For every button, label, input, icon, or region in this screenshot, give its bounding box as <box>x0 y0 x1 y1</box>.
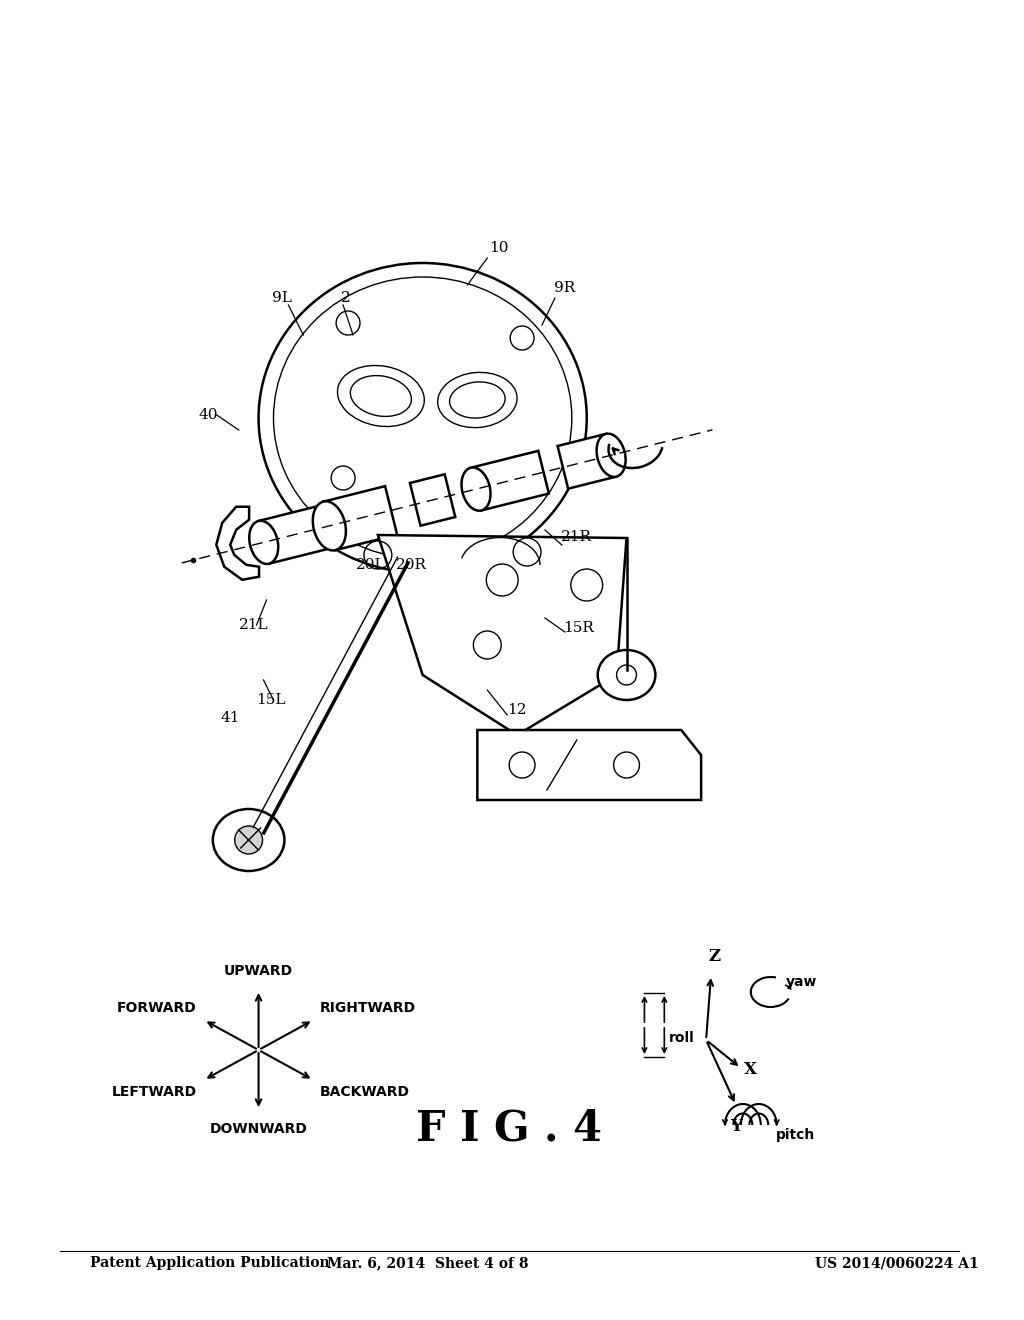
Text: 9L: 9L <box>272 290 293 305</box>
Text: FORWARD: FORWARD <box>117 1001 197 1015</box>
Ellipse shape <box>598 649 655 700</box>
Circle shape <box>234 826 262 854</box>
Text: US 2014/0060224 A1: US 2014/0060224 A1 <box>815 1257 979 1270</box>
Polygon shape <box>471 451 549 511</box>
Text: 9R: 9R <box>554 281 575 294</box>
Ellipse shape <box>338 366 424 426</box>
Text: Mar. 6, 2014  Sheet 4 of 8: Mar. 6, 2014 Sheet 4 of 8 <box>327 1257 528 1270</box>
Text: roll: roll <box>669 1031 694 1045</box>
Text: DOWNWARD: DOWNWARD <box>210 1122 307 1137</box>
Ellipse shape <box>462 467 490 511</box>
Text: 2: 2 <box>341 290 351 305</box>
Polygon shape <box>477 730 701 800</box>
Text: RIGHTWARD: RIGHTWARD <box>321 1001 417 1015</box>
Text: X: X <box>743 1061 757 1078</box>
Text: 12: 12 <box>507 704 526 717</box>
Text: Z: Z <box>708 948 720 965</box>
Polygon shape <box>216 507 259 579</box>
Text: 21R: 21R <box>561 531 592 544</box>
Text: yaw: yaw <box>785 975 817 989</box>
Text: LEFTWARD: LEFTWARD <box>112 1085 197 1100</box>
Text: pitch: pitch <box>776 1129 815 1142</box>
Ellipse shape <box>312 502 346 550</box>
Text: UPWARD: UPWARD <box>224 964 293 978</box>
Text: 21L: 21L <box>239 618 268 632</box>
Polygon shape <box>324 486 397 550</box>
Ellipse shape <box>597 434 626 477</box>
Text: 40: 40 <box>199 408 218 422</box>
Ellipse shape <box>249 520 279 564</box>
Text: 15L: 15L <box>257 693 286 708</box>
Text: Y: Y <box>730 1118 741 1135</box>
Text: 15R: 15R <box>563 620 594 635</box>
Ellipse shape <box>437 372 517 428</box>
Polygon shape <box>258 507 327 564</box>
Ellipse shape <box>213 809 285 871</box>
Polygon shape <box>378 535 627 735</box>
Text: 41: 41 <box>221 711 241 725</box>
Polygon shape <box>410 474 456 525</box>
Text: 10: 10 <box>489 242 509 255</box>
Text: BACKWARD: BACKWARD <box>321 1085 411 1100</box>
Text: 20L: 20L <box>356 558 386 572</box>
Text: Patent Application Publication: Patent Application Publication <box>89 1257 329 1270</box>
Polygon shape <box>558 434 616 488</box>
Text: F I G . 4: F I G . 4 <box>416 1107 602 1150</box>
Text: 20R: 20R <box>396 558 427 572</box>
